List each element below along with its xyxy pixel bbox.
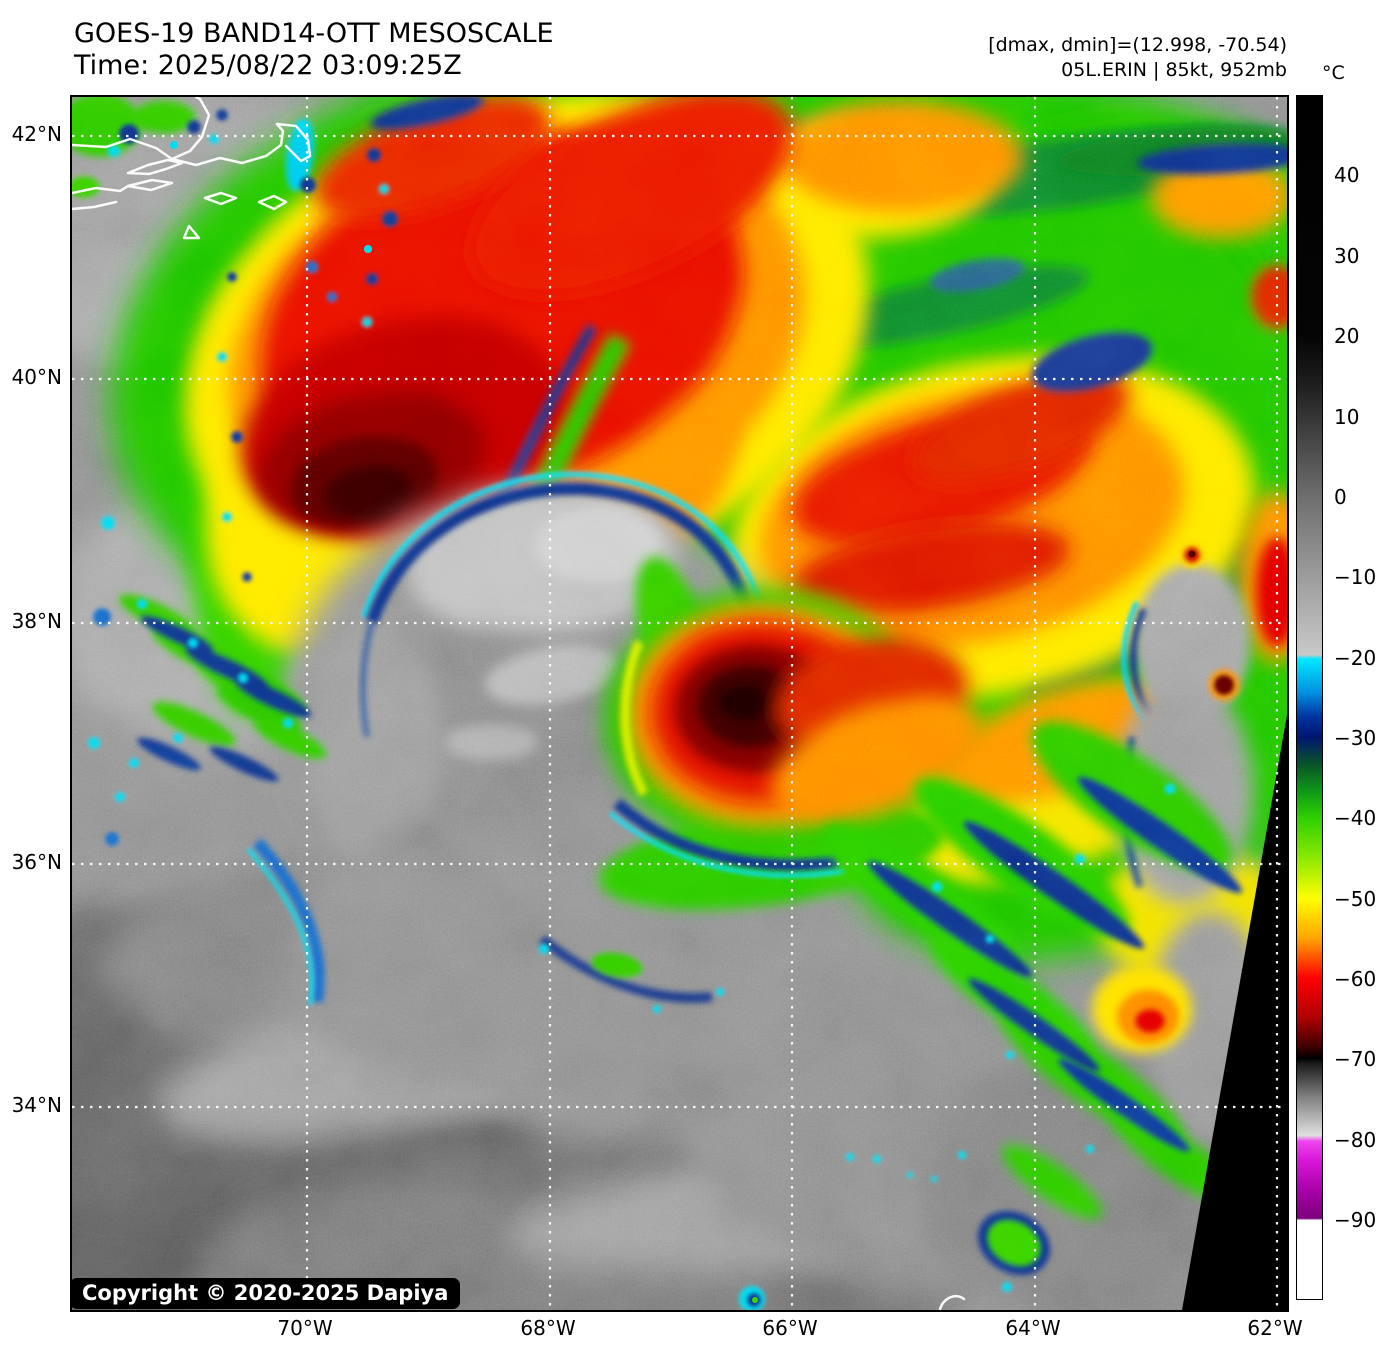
colorbar-tick: −60	[1334, 967, 1377, 991]
lat-label: 40°N	[11, 365, 62, 389]
cloud-layers	[72, 97, 1287, 1310]
copyright-badge: Copyright © 2020-2025 Dapiya	[70, 1278, 461, 1309]
lon-label: 70°W	[277, 1316, 333, 1340]
lat-label: 36°N	[11, 850, 62, 874]
colorbar-tick: 0	[1334, 485, 1347, 509]
lat-label: 42°N	[11, 122, 62, 146]
coastline	[72, 97, 966, 1310]
colorbar-tick: −30	[1334, 726, 1377, 750]
colorbar-tick: −90	[1334, 1208, 1377, 1232]
colorbar-tick: −20	[1334, 646, 1377, 670]
page-title: GOES-19 BAND14-OTT MESOSCALE	[74, 18, 554, 49]
colorbar-unit-label: °C	[1322, 62, 1345, 84]
timestamp: Time: 2025/08/22 03:09:25Z	[74, 50, 462, 81]
colorbar-tick: −40	[1334, 806, 1377, 830]
storm-annotation: 05L.ERIN | 85kt, 952mb	[1061, 59, 1287, 81]
colorbar-tick: −10	[1334, 565, 1377, 589]
colorbar-tick: −70	[1334, 1047, 1377, 1071]
lon-label: 68°W	[520, 1316, 576, 1340]
lon-label: 62°W	[1247, 1316, 1303, 1340]
lat-label: 38°N	[11, 609, 62, 633]
colorbar-tick: 20	[1334, 324, 1360, 348]
lat-label: 34°N	[11, 1093, 62, 1117]
colorbar-tick: −50	[1334, 887, 1377, 911]
satellite-image	[72, 97, 1287, 1310]
lon-label: 66°W	[762, 1316, 818, 1340]
lon-label: 64°W	[1005, 1316, 1061, 1340]
colorbar-tick: 30	[1334, 244, 1360, 268]
colorbar-tick: −80	[1334, 1128, 1377, 1152]
colorbar-tick: 10	[1334, 405, 1360, 429]
temperature-colorbar	[1296, 95, 1323, 1300]
satellite-map	[70, 95, 1289, 1312]
dmax-dmin-annotation: [dmax, dmin]=(12.998, -70.54)	[988, 34, 1287, 56]
colorbar-tick: 40	[1334, 163, 1360, 187]
